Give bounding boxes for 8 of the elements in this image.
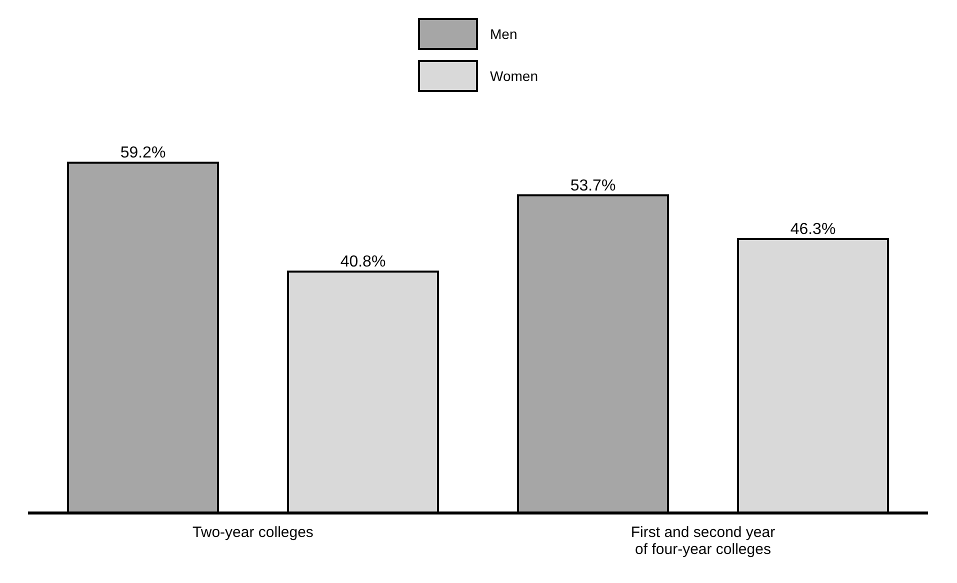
data-label: 46.3% bbox=[790, 221, 836, 238]
data-label: 40.8% bbox=[340, 254, 386, 271]
legend-label: Men bbox=[490, 26, 518, 42]
x-tick-label: Two-year colleges bbox=[192, 524, 314, 541]
data-label: 59.2% bbox=[120, 144, 166, 162]
legend-label: Women bbox=[490, 68, 538, 84]
x-tick-label: First and second year of four-year colleges bbox=[630, 524, 776, 558]
data-label: 53.7% bbox=[570, 177, 616, 194]
